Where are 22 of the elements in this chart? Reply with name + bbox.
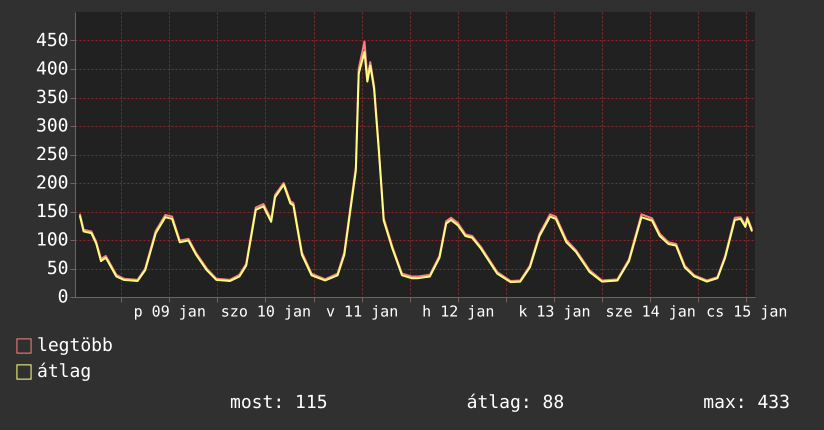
x-tick-label: sze 14 jan	[605, 302, 696, 320]
legend-label: átlag	[37, 361, 92, 382]
legend-label: legtöbb	[37, 335, 113, 356]
text: most: 115	[230, 392, 328, 413]
x-tick-label: k 13 jan	[518, 302, 591, 320]
y-tick-label: 100	[36, 230, 68, 250]
x-tick-label: h 12 jan	[422, 302, 494, 320]
x-tick-label: cs 15 jan	[706, 302, 788, 320]
y-tick-label: 50	[46, 258, 68, 279]
text: max: 433	[703, 392, 790, 413]
text: átlag: 88	[466, 392, 564, 413]
y-tick-label: 400	[36, 58, 68, 80]
x-tick-label: szo 10 jan	[220, 302, 312, 320]
y-tick-label: 150	[36, 201, 68, 222]
y-tick-label: 450	[36, 30, 68, 51]
y-tick-label: 200	[36, 172, 68, 194]
y-tick-label: 0	[58, 286, 68, 308]
x-tick-label: v 11 jan	[326, 302, 398, 320]
y-tick-label: 250	[36, 144, 68, 165]
y-tick-label: 350	[36, 87, 68, 108]
x-tick-label: p 09 jan	[134, 302, 206, 320]
y-tick-label: 300	[36, 116, 68, 136]
